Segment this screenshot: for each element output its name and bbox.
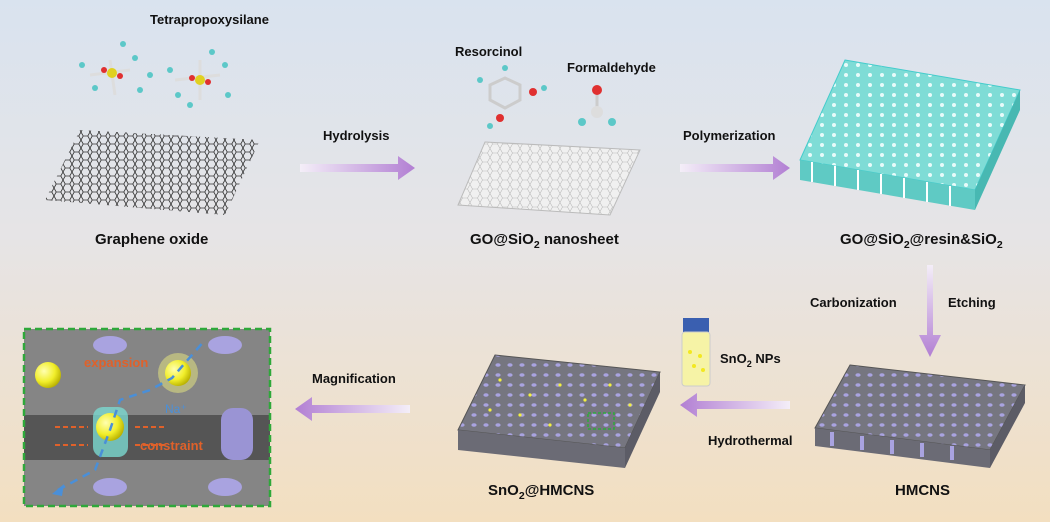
inset-border — [22, 327, 272, 508]
graphene-oxide-label: Graphene oxide — [95, 231, 208, 248]
magnification-label: Magnification — [312, 371, 396, 386]
compression-arrows — [55, 426, 165, 446]
graphene-oxide-sheet — [45, 130, 260, 215]
hmcns-label: HMCNS — [895, 482, 950, 499]
magnification-arrow — [295, 397, 410, 421]
hydrolysis-label: Hydrolysis — [323, 128, 389, 143]
sno2-vial — [681, 318, 711, 387]
resorcinol-label: Resorcinol — [455, 44, 522, 59]
polymerization-label: Polymerization — [683, 128, 776, 143]
pore-cylinder — [221, 408, 253, 460]
sno2-hmcns-label: SnO2@HMCNS — [488, 482, 594, 502]
magnified-region-marker — [587, 412, 615, 430]
sno2-particle — [35, 362, 61, 388]
constraint-label: constraint — [140, 438, 204, 453]
hydrothermal-label: Hydrothermal — [708, 433, 793, 448]
tetrapropoxysilane-label: Tetrapropoxysilane — [150, 12, 269, 27]
silicon-atom — [107, 68, 117, 78]
go-sio2-resin-sio2-label: GO@SiO2@resin&SiO2 — [840, 231, 1003, 251]
hydrolysis-arrow — [300, 156, 415, 180]
sodium-ion-path — [57, 339, 206, 492]
hydrothermal-arrow — [680, 393, 790, 417]
hmcns-block — [814, 364, 1026, 468]
carbonization-etching-arrow — [919, 265, 941, 357]
formaldehyde-molecule — [578, 85, 616, 126]
expansion-label: expansion — [84, 355, 148, 370]
silicon-atom — [195, 75, 205, 85]
etching-label: Etching — [948, 295, 996, 310]
sno2-hmcns-block — [457, 354, 661, 468]
sodium-ion-label: Na⁺ — [165, 402, 187, 416]
polymerization-arrow — [680, 156, 790, 180]
carbonization-label: Carbonization — [810, 295, 897, 310]
formaldehyde-label: Formaldehyde — [567, 60, 656, 75]
resorcinol-molecule — [477, 65, 547, 129]
ion-direction-arrowhead — [52, 484, 64, 496]
magnified-inset: expansion constraint Na⁺ — [22, 327, 272, 508]
go-sio2-resin-sio2-block — [799, 59, 1021, 210]
tetrapropoxysilane-molecules — [79, 41, 231, 108]
go-sio2-nanosheet-label: GO@SiO2 nanosheet — [470, 231, 619, 251]
sno2-nps-label: SnO2 NPs — [720, 351, 781, 369]
